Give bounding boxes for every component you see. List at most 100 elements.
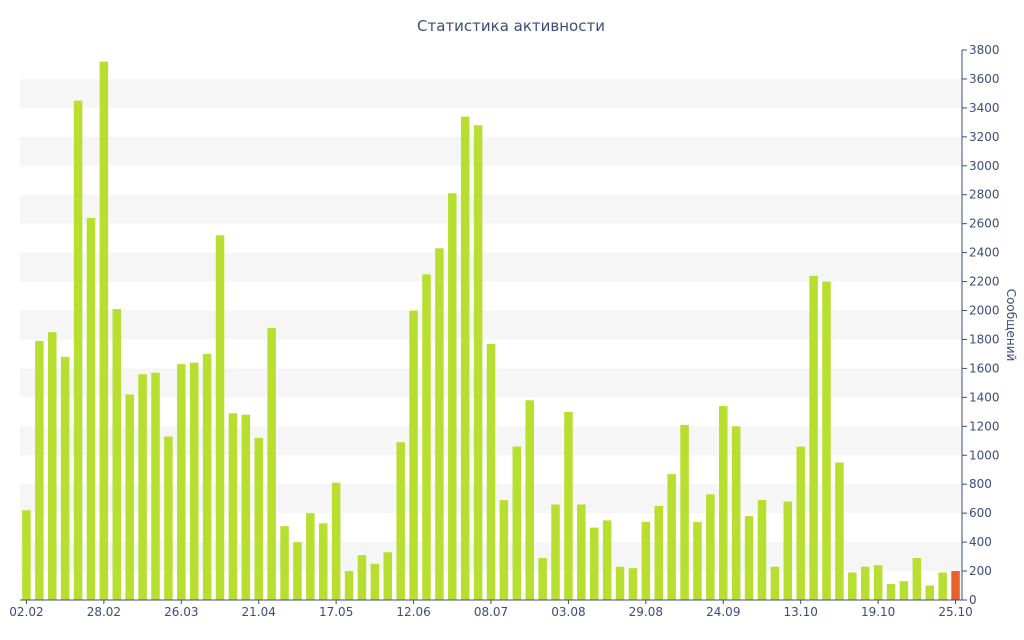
x-tick-label: 29.08: [629, 605, 663, 619]
bar: [151, 372, 160, 600]
bar: [241, 414, 251, 600]
bar: [809, 275, 818, 600]
bar: [396, 442, 405, 600]
bar: [731, 426, 741, 600]
x-axis-ticks: 02.02 28.02 26.03 21.04 17.05 12.06 08.07 03.08…: [9, 600, 973, 619]
bar: [460, 116, 470, 600]
x-tick-label: 26.03: [164, 605, 198, 619]
bar: [422, 274, 431, 600]
y-tick-label: 0: [969, 593, 977, 607]
bar: [719, 406, 728, 600]
x-tick-label: 25.10: [938, 605, 972, 619]
bar: [48, 332, 57, 600]
bar: [912, 558, 922, 600]
bar: [486, 343, 496, 600]
bar: [60, 356, 70, 600]
bar: [654, 505, 664, 600]
bar: [706, 494, 715, 600]
bar: [448, 193, 457, 600]
bar: [551, 504, 560, 600]
bar: [770, 566, 780, 600]
bar: [667, 474, 676, 600]
bar: [473, 125, 483, 601]
grid-band: [20, 194, 962, 224]
y-axis-title: Сообщений: [1004, 289, 1018, 362]
bar: [628, 568, 638, 600]
bar: [744, 516, 754, 600]
x-tick-label: 13.10: [784, 605, 818, 619]
bar: [822, 281, 831, 600]
y-tick-label: 1600: [969, 361, 1000, 375]
bar: [125, 394, 134, 600]
bar: [383, 552, 393, 600]
bar: [370, 563, 380, 600]
x-tick-label: 28.02: [87, 605, 121, 619]
x-tick-label: 12.06: [396, 605, 430, 619]
bar: [564, 411, 573, 600]
bar: [680, 424, 689, 600]
bar: [202, 353, 212, 600]
bar: [925, 585, 934, 600]
x-tick-label: 02.02: [9, 605, 43, 619]
x-tick-label: 03.08: [551, 605, 585, 619]
y-tick-label: 3400: [969, 101, 1000, 115]
x-tick-label: 19.10: [861, 605, 895, 619]
y-tick-label: 3600: [969, 72, 1000, 86]
bar: [757, 500, 767, 600]
x-tick-label: 21.04: [242, 605, 276, 619]
bar: [86, 217, 96, 601]
bar: [73, 100, 83, 600]
bar: [293, 542, 302, 600]
grid-bands: [20, 78, 962, 572]
bar: [164, 436, 173, 600]
bar: [538, 558, 547, 600]
bar: [602, 520, 612, 600]
y-tick-label: 3000: [969, 159, 1000, 173]
chart-title: Статистика активности: [417, 17, 605, 35]
bar: [254, 437, 263, 600]
bar: [951, 571, 960, 600]
bar: [938, 572, 947, 600]
grid-band: [20, 252, 962, 282]
bar: [357, 555, 367, 600]
x-tick-label: 08.07: [474, 605, 508, 619]
y-tick-label: 2200: [969, 275, 1000, 289]
bar-series: [22, 61, 960, 601]
bar: [138, 374, 147, 600]
bar: [886, 584, 896, 600]
y-tick-label: 2400: [969, 246, 1000, 260]
bar: [796, 446, 805, 600]
y-tick-label: 200: [969, 564, 992, 578]
y-tick-label: 2800: [969, 188, 1000, 202]
bar: [589, 527, 599, 600]
bar: [899, 581, 909, 600]
y-tick-label: 1400: [969, 390, 1000, 404]
bar: [848, 572, 857, 600]
y-tick-label: 1000: [969, 448, 1000, 462]
bar: [499, 500, 509, 600]
y-tick-label: 2000: [969, 304, 1000, 318]
bar: [215, 235, 225, 600]
bar: [22, 510, 31, 600]
grid-band: [20, 78, 962, 108]
y-tick-label: 800: [969, 477, 992, 491]
x-tick-label: 17.05: [319, 605, 353, 619]
bar: [344, 571, 354, 600]
x-tick-label: 24.09: [706, 605, 740, 619]
y-axis-ticks: 0 200 400 600 800 1000 1200 1400 1600 1800 2000 220…: [962, 43, 1000, 607]
bar: [99, 61, 109, 600]
y-tick-label: 1800: [969, 332, 1000, 346]
bar: [835, 462, 844, 600]
bar: [512, 446, 522, 600]
bar: [783, 501, 793, 600]
bar: [693, 521, 702, 600]
bar: [331, 482, 341, 600]
bar: [189, 362, 199, 600]
bar: [435, 248, 444, 600]
bar: [641, 521, 651, 600]
bar: [577, 504, 586, 600]
bar: [873, 565, 883, 600]
bar: [318, 523, 328, 600]
